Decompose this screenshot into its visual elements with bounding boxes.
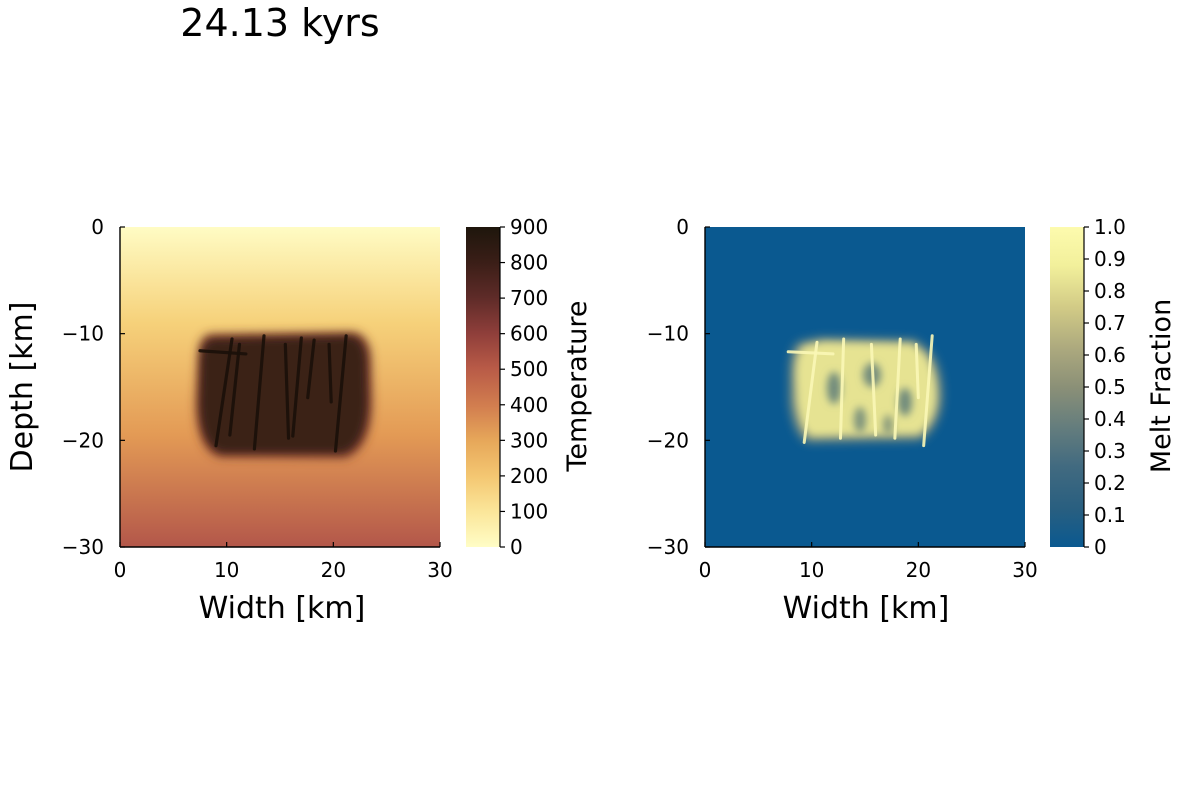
melt-colorbar-tick-label: 0 [1094, 535, 1107, 559]
melt-x-tick-label: 30 [1012, 558, 1037, 582]
melt-colorbar-tick-label: 0.3 [1094, 439, 1126, 463]
melt-colorbar-tick-label: 1.0 [1094, 215, 1126, 239]
temperature-x-tick-label: 30 [427, 558, 452, 582]
figure-title: 24.13 kyrs [180, 1, 379, 45]
melt-dike [914, 342, 920, 400]
melt-fraction-panel: 0 10 20 300−10−20−30 Width [km] 00.10.20.30… [647, 215, 1177, 626]
temperature-colorbar-tick-label: 800 [510, 251, 548, 275]
temperature-y-axis-label: Depth [km] [5, 302, 40, 473]
temperature-colorbar-tick-label: 500 [510, 357, 548, 381]
melt-colorbar-tick-label: 0.4 [1094, 407, 1126, 431]
temperature-dike [306, 338, 316, 400]
melt-colorbar-tick-label: 0.7 [1094, 311, 1126, 335]
melt-colorbar-tick-label: 0.5 [1094, 375, 1126, 399]
melt-colorbar-label: Melt Fraction [1146, 299, 1177, 473]
melt-dikes [786, 334, 934, 448]
temperature-dike [228, 342, 242, 437]
melt-colorbar [1050, 227, 1084, 547]
temperature-panel: 0 10 20 300−10−20−30 Width [km] Depth [km] … [5, 215, 593, 626]
temperature-colorbar-tick-label: 300 [510, 428, 548, 452]
melt-y-tick-label: −10 [647, 322, 689, 346]
temperature-x-tick-label: 0 [114, 558, 127, 582]
temperature-x-tick-label: 20 [321, 558, 346, 582]
temperature-colorbar-tick-label: 200 [510, 464, 548, 488]
temperature-colorbar-tick-label: 0 [510, 535, 523, 559]
temperature-colorbar-tick-label: 900 [510, 215, 548, 239]
melt-dike [869, 342, 878, 437]
temperature-colorbar-label: Temperature [562, 300, 593, 472]
temperature-colorbar-tick-label: 100 [510, 499, 548, 523]
temperature-colorbar-tick-label: 400 [510, 393, 548, 417]
melt-dike [893, 337, 902, 440]
melt-intrusion-body [796, 342, 936, 436]
melt-x-axis-label: Width [km] [783, 591, 950, 626]
temperature-colorbar [466, 227, 500, 547]
temperature-x-tick-label: 10 [214, 558, 239, 582]
melt-x-tick-label: 20 [906, 558, 931, 582]
temperature-y-tick-label: 0 [91, 215, 104, 239]
temperature-dikes [198, 334, 348, 453]
melt-y-tick-label: −20 [647, 428, 689, 452]
temperature-y-tick-label: −10 [62, 322, 104, 346]
temperature-axes: 0 10 20 30 0 −10 −20 −30 [62, 215, 453, 582]
temperature-dike [283, 342, 291, 440]
melt-dike [802, 340, 819, 444]
temperature-y-tick-label: −30 [62, 535, 104, 559]
melt-x-tick-label: 10 [799, 558, 824, 582]
melt-colorbar-tick-label: 0.1 [1094, 503, 1126, 527]
melt-colorbar-ticks: 0 0.1 0.2 0.3 0.4 0.5 0.6 0.7 0.8 0.9 1.0 [1083, 215, 1126, 559]
temperature-dike [291, 336, 303, 438]
melt-dike [786, 350, 835, 356]
temperature-colorbar-tick-label: 600 [510, 322, 548, 346]
temperature-intrusion-body [201, 337, 366, 452]
melt-axes: 0 10 20 30 0 −10 −20 −30 [647, 215, 1038, 582]
temperature-dike [327, 342, 333, 404]
temperature-dike [214, 337, 234, 448]
temperature-colorbar-tick-label: 700 [510, 286, 548, 310]
temperature-x-axis-label: Width [km] [199, 591, 366, 626]
melt-y-tick-label: 0 [676, 215, 689, 239]
melt-x-tick-label: 0 [699, 558, 712, 582]
temperature-colorbar-ticks: 0 100 200 300 400 500 600 700 800 900 [499, 215, 548, 559]
temperature-y-tick-label: −20 [62, 428, 104, 452]
melt-dike [922, 334, 934, 448]
melt-colorbar-tick-label: 0.9 [1094, 247, 1126, 271]
temperature-dike [333, 334, 348, 453]
melt-dike [838, 337, 846, 440]
temperature-dike [252, 334, 266, 451]
melt-y-tick-label: −30 [647, 535, 689, 559]
melt-colorbar-tick-label: 0.2 [1094, 471, 1126, 495]
melt-colorbar-tick-label: 0.6 [1094, 343, 1126, 367]
melt-colorbar-tick-label: 0.8 [1094, 279, 1126, 303]
